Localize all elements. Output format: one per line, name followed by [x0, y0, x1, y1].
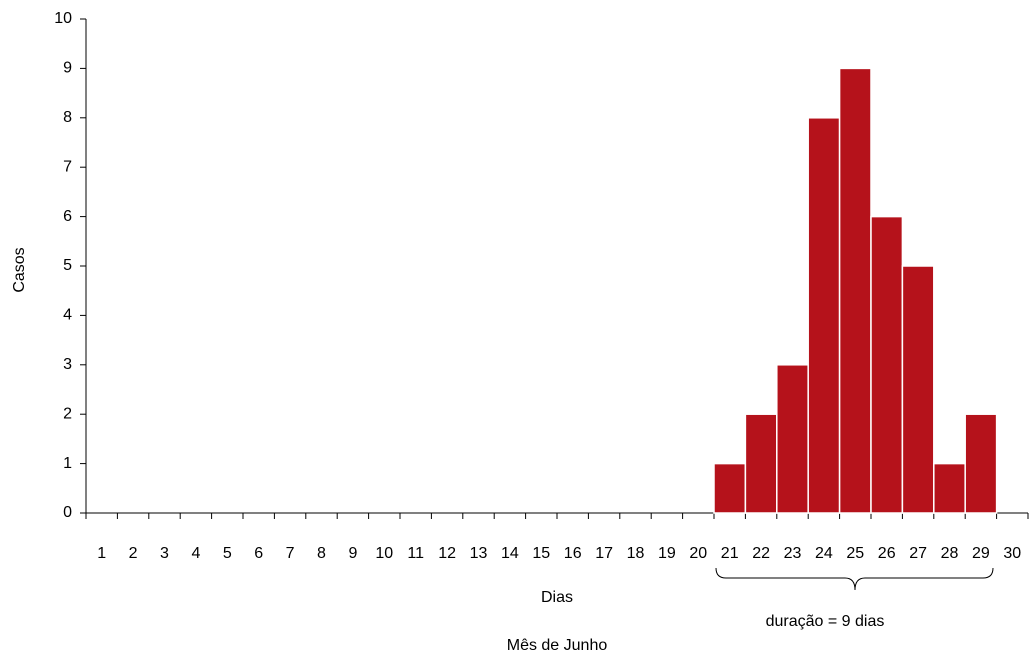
x-tick-label: 1: [97, 545, 106, 562]
y-tick-label: 9: [63, 60, 72, 77]
annotation: duração = 9 dias: [766, 613, 885, 630]
x-tick-label: 15: [532, 545, 550, 562]
x-tick-label: 25: [846, 545, 864, 562]
bar: [838, 67, 872, 514]
bar: [776, 364, 809, 514]
y-tick-label: 5: [63, 257, 72, 274]
y-tick-label: 4: [63, 307, 72, 324]
x-tick-label: 23: [784, 545, 802, 562]
x-tick-label: 5: [223, 545, 232, 562]
x-tick-label: 27: [909, 545, 927, 562]
x-tick-label: 12: [438, 545, 456, 562]
y-axis-label: Casos: [11, 247, 28, 292]
y-tick-label: 8: [63, 109, 72, 126]
x-axis-label: Dias: [541, 589, 573, 606]
caption: Mês de Junho: [507, 637, 608, 652]
x-tick-label: 8: [317, 545, 326, 562]
x-tick-label: 24: [815, 545, 833, 562]
x-tick-label: 13: [470, 545, 488, 562]
x-tick-label: 18: [627, 545, 645, 562]
x-tick-label: 4: [191, 545, 200, 562]
x-tick-label: 30: [1003, 545, 1021, 562]
x-tick-label: 16: [564, 545, 582, 562]
y-tick-label: 3: [63, 356, 72, 373]
x-tick-label: 21: [721, 545, 739, 562]
brace: [715, 567, 994, 591]
x-tick-label: 20: [689, 545, 707, 562]
x-tick-label: 22: [752, 545, 770, 562]
x-tick-label: 14: [501, 545, 519, 562]
x-tick-label: 26: [878, 545, 896, 562]
y-tick-label: 10: [54, 10, 72, 27]
y-tick-label: 7: [63, 158, 72, 175]
y-tick-label: 6: [63, 208, 72, 225]
x-tick-label: 29: [972, 545, 990, 562]
x-tick-label: 6: [254, 545, 263, 562]
x-tick-label: 9: [348, 545, 357, 562]
bar: [713, 462, 747, 514]
x-tick-label: 17: [595, 545, 613, 562]
x-tick-label: 28: [941, 545, 959, 562]
bar: [933, 462, 966, 514]
x-tick-label: 10: [375, 545, 393, 562]
y-tick-label: 2: [63, 405, 72, 422]
bar: [901, 265, 935, 514]
x-tick-label: 2: [129, 545, 138, 562]
bar: [744, 413, 778, 514]
bar: [964, 413, 998, 514]
bar: [807, 117, 841, 514]
x-tick-label: 19: [658, 545, 676, 562]
x-tick-label: 3: [160, 545, 169, 562]
y-tick-label: 1: [63, 455, 72, 472]
x-tick-label: 7: [286, 545, 295, 562]
x-tick-label: 11: [407, 545, 424, 562]
bar: [870, 215, 904, 514]
y-tick-label: 0: [63, 504, 72, 521]
